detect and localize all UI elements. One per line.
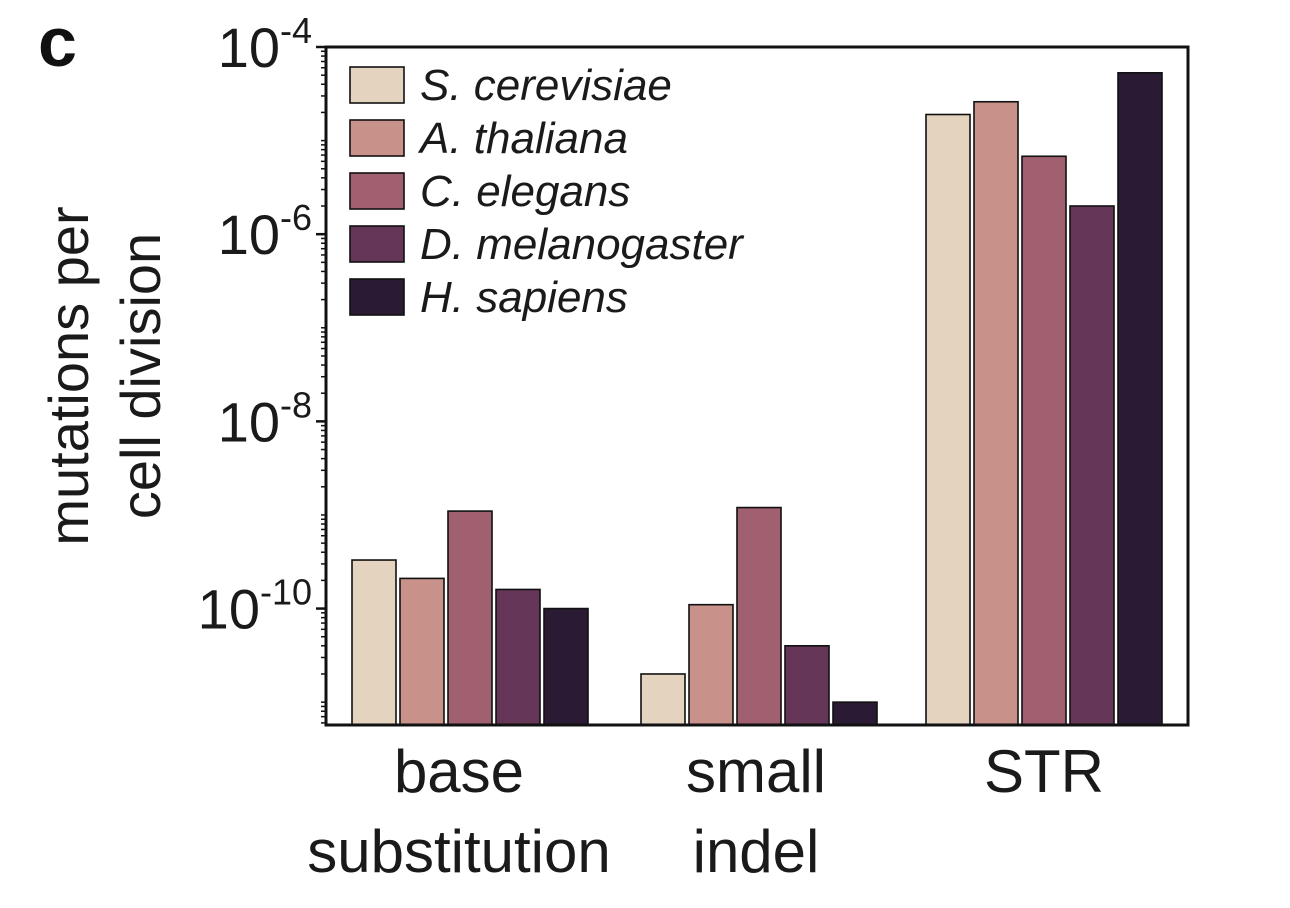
legend-swatch	[349, 278, 405, 316]
bar-1-3	[784, 645, 830, 726]
legend-label: C. elegans	[420, 167, 630, 216]
panel-label: c	[38, 3, 77, 81]
y-axis-label-line-2: cell division	[109, 233, 172, 519]
legend-label: S. cerevisiae	[420, 61, 672, 110]
bar-2-3	[1069, 205, 1115, 726]
bar-2-4	[1117, 72, 1163, 726]
y-tick-label: 10-8	[218, 384, 312, 453]
bar-0-1	[399, 577, 445, 726]
bars-group	[351, 72, 1163, 726]
legend-swatch	[349, 66, 405, 104]
y-axis-label-line-1: mutations per	[37, 206, 100, 545]
x-category-label: base	[394, 738, 524, 805]
bar-0-3	[495, 588, 541, 726]
bar-2-0	[925, 113, 971, 726]
bar-2-1	[973, 100, 1019, 726]
bar-1-2	[736, 506, 782, 726]
y-tick-label: 10-4	[218, 10, 312, 79]
bar-1-4	[832, 701, 878, 726]
legend-label: H. sapiens	[420, 273, 628, 322]
bar-1-0	[640, 673, 686, 726]
x-category-label: indel	[693, 818, 820, 885]
legend-swatch	[349, 225, 405, 263]
bar-2-2	[1021, 155, 1067, 726]
bar-1-1	[688, 603, 734, 726]
legend-label: D. melanogaster	[420, 220, 745, 269]
legend-label: A. thaliana	[417, 114, 628, 163]
legend-swatch	[349, 119, 405, 157]
y-axis-ticks: 10-4 10-6 10-8 10-10	[198, 10, 326, 724]
x-category-label: small	[686, 738, 826, 805]
bar-0-0	[351, 559, 397, 726]
bar-0-2	[447, 510, 493, 726]
x-category-label: substitution	[307, 818, 611, 885]
y-axis-label: mutations per cell division	[37, 206, 172, 545]
plot-frame	[324, 45, 1190, 727]
x-axis-category-labels: base substitution small indel STR	[307, 738, 1104, 885]
y-tick-label: 10-10	[198, 572, 312, 641]
x-category-label: STR	[984, 738, 1104, 805]
legend-swatch	[349, 172, 405, 210]
bar-0-4	[543, 607, 589, 726]
y-tick-label: 10-6	[218, 197, 312, 266]
